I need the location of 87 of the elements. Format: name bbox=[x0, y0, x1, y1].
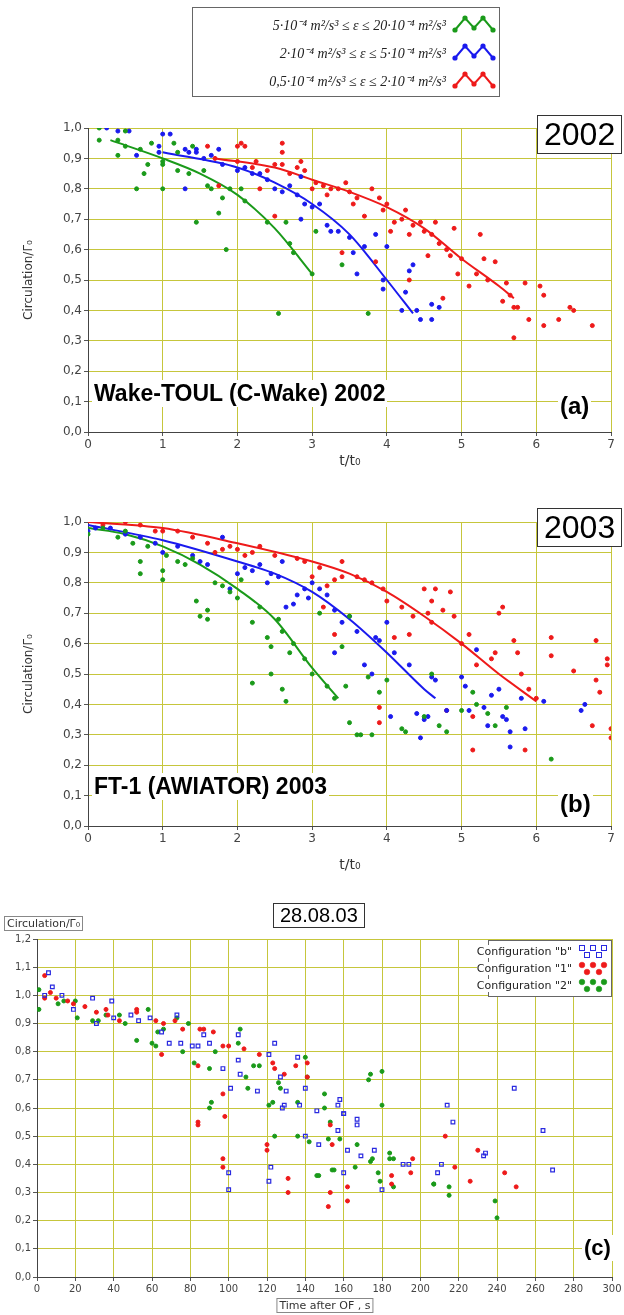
y-tick-label: 0,9 bbox=[62, 544, 82, 559]
y-tick-label: 0,0 bbox=[62, 818, 82, 833]
y-tick-label: 0,3 bbox=[62, 332, 82, 347]
annotation: (a) bbox=[558, 392, 592, 420]
chart-title: 2002 bbox=[537, 115, 623, 154]
y-axis-title: Circulation/Γ₀ bbox=[4, 916, 84, 931]
x-axis-title: t/t₀ bbox=[339, 856, 361, 872]
x-tick-label: 220 bbox=[449, 1282, 469, 1294]
y-tick-label: 1,1 bbox=[15, 960, 31, 972]
annotation: Wake-TOUL (C-Wake) 2002 bbox=[92, 380, 388, 407]
y-tick-label: 0,6 bbox=[62, 635, 82, 650]
x-tick-label: 7 bbox=[607, 437, 615, 452]
y-tick-label: 0,1 bbox=[62, 787, 82, 802]
x-tick-label: 140 bbox=[295, 1282, 315, 1294]
x-tick-label: 3 bbox=[308, 437, 316, 452]
x-axis-title: t/t₀ bbox=[339, 452, 361, 468]
x-tick-label: 4 bbox=[383, 437, 391, 452]
x-axis-title: Time after OF , s bbox=[276, 1298, 374, 1313]
y-tick-label: 0,2 bbox=[15, 1214, 31, 1226]
x-tick-label: 3 bbox=[308, 831, 316, 846]
x-tick-label: 6 bbox=[532, 437, 541, 452]
y-tick-label: 0,2 bbox=[62, 757, 82, 772]
x-tick-label: 80 bbox=[183, 1282, 197, 1294]
x-tick-label: 0 bbox=[84, 437, 92, 452]
y-tick-label: 0,4 bbox=[62, 302, 82, 317]
x-tick-label: 200 bbox=[410, 1282, 430, 1294]
y-tick-label: 0,9 bbox=[15, 1017, 31, 1029]
legend-label: Configuration "2" bbox=[476, 979, 572, 992]
x-tick-label: 60 bbox=[145, 1282, 159, 1294]
x-tick-label: 300 bbox=[602, 1282, 622, 1294]
x-tick-label: 100 bbox=[219, 1282, 239, 1294]
y-tick-label: 0,0 bbox=[62, 424, 82, 439]
x-tick-label: 4 bbox=[383, 831, 391, 846]
y-tick-label: 0,4 bbox=[15, 1157, 31, 1169]
x-tick-label: 20 bbox=[68, 1282, 82, 1294]
y-tick-label: 0,6 bbox=[62, 241, 82, 256]
y-tick-label: 1,0 bbox=[62, 120, 82, 135]
annotation: (b) bbox=[558, 790, 593, 818]
x-tick-label: 5 bbox=[457, 831, 466, 846]
y-axis-title: Circulation/Γ₀ bbox=[21, 634, 35, 714]
x-tick-label: 1 bbox=[158, 831, 167, 846]
y-tick-label: 0,7 bbox=[15, 1073, 31, 1085]
y-tick-label: 0,4 bbox=[62, 696, 82, 711]
x-tick-label: 120 bbox=[257, 1282, 277, 1294]
y-tick-label: 1,0 bbox=[62, 514, 82, 529]
x-tick-label: 0 bbox=[33, 1282, 41, 1294]
y-tick-label: 0,3 bbox=[62, 726, 82, 741]
x-tick-label: 2 bbox=[233, 437, 242, 452]
y-tick-label: 0,5 bbox=[62, 272, 82, 287]
y-tick-label: 0,5 bbox=[15, 1129, 31, 1141]
x-tick-label: 2 bbox=[233, 831, 242, 846]
y-axis-title: Circulation/Γ₀ bbox=[21, 240, 35, 320]
y-tick-label: 0,1 bbox=[62, 393, 82, 408]
annotation: (c) bbox=[582, 1235, 613, 1261]
y-tick-label: 0,0 bbox=[15, 1270, 31, 1282]
y-tick-label: 0,8 bbox=[15, 1045, 31, 1057]
x-tick-label: 40 bbox=[107, 1282, 121, 1294]
legend-label: Configuration "b" bbox=[476, 945, 572, 958]
y-tick-label: 0,3 bbox=[15, 1186, 31, 1198]
y-tick-label: 0,6 bbox=[15, 1101, 31, 1113]
y-tick-label: 0,8 bbox=[62, 180, 82, 195]
x-tick-label: 0 bbox=[84, 831, 92, 846]
x-tick-label: 180 bbox=[372, 1282, 392, 1294]
x-tick-label: 240 bbox=[487, 1282, 507, 1294]
y-tick-label: 0,5 bbox=[62, 666, 82, 681]
y-tick-label: 0,1 bbox=[15, 1242, 31, 1254]
legend-label: Configuration "1" bbox=[476, 962, 572, 975]
y-tick-label: 0,7 bbox=[62, 211, 82, 226]
y-tick-label: 1,0 bbox=[15, 988, 31, 1000]
x-tick-label: 6 bbox=[532, 831, 541, 846]
chart-title: 2003 bbox=[537, 508, 623, 547]
y-tick-label: 1,2 bbox=[15, 932, 31, 944]
legend-label: 5·10⁻⁴ m²/s³ ≤ ε ≤ 20·10⁻⁴ m²/s³ bbox=[272, 14, 446, 34]
annotation: FT-1 (AWIATOR) 2003 bbox=[92, 773, 330, 800]
x-tick-label: 5 bbox=[457, 437, 466, 452]
legend-label: 2·10⁻⁴ m²/s³ ≤ ε ≤ 5·10⁻⁴ m²/s³ bbox=[279, 42, 446, 62]
y-tick-label: 0,2 bbox=[62, 363, 82, 378]
chart-title: 28.08.03 bbox=[273, 903, 365, 928]
x-tick-label: 260 bbox=[525, 1282, 545, 1294]
legend-label: 0,5·10⁻⁴ m²/s³ ≤ ε ≤ 2·10⁻⁴ m²/s³ bbox=[269, 70, 446, 90]
y-tick-label: 0,8 bbox=[62, 574, 82, 589]
x-tick-label: 7 bbox=[607, 831, 615, 846]
x-tick-label: 160 bbox=[334, 1282, 354, 1294]
x-tick-label: 280 bbox=[564, 1282, 584, 1294]
y-tick-label: 0,7 bbox=[62, 605, 82, 620]
x-tick-label: 1 bbox=[158, 437, 167, 452]
y-tick-label: 0,9 bbox=[62, 150, 82, 165]
